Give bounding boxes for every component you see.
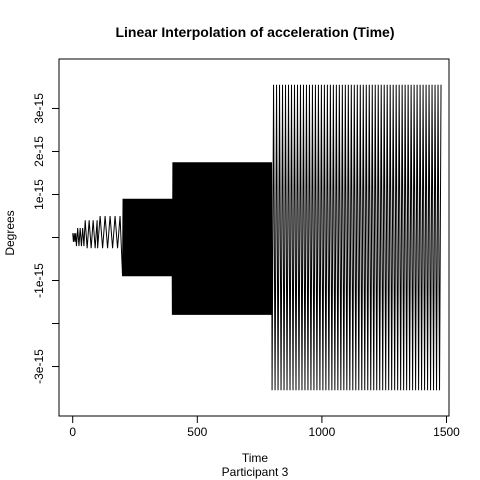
y-tick-label: 2e-15: [32, 136, 46, 167]
chart-subtitle: Participant 3: [222, 465, 289, 479]
y-axis-label: Degrees: [3, 210, 17, 255]
y-tick-label: 1e-15: [32, 179, 46, 210]
x-tick-label: 500: [187, 425, 207, 439]
y-tick-label: -3e-15: [32, 349, 46, 384]
x-axis-label: Time: [242, 451, 269, 465]
series-line: [72, 84, 442, 391]
x-tick-label: 0: [69, 425, 76, 439]
chart-title: Linear Interpolation of acceleration (Ti…: [115, 24, 394, 40]
y-tick-label: -1e-15: [32, 263, 46, 298]
x-tick-label: 1000: [309, 425, 336, 439]
y-tick-label: 3e-15: [32, 93, 46, 124]
x-tick-label: 1500: [433, 425, 460, 439]
x-axis: 0 500 1000 1500: [69, 415, 460, 439]
plot-area: [72, 84, 442, 391]
y-axis: -3e-15 -1e-15 1e-15 2e-15 3e-15: [32, 93, 60, 384]
